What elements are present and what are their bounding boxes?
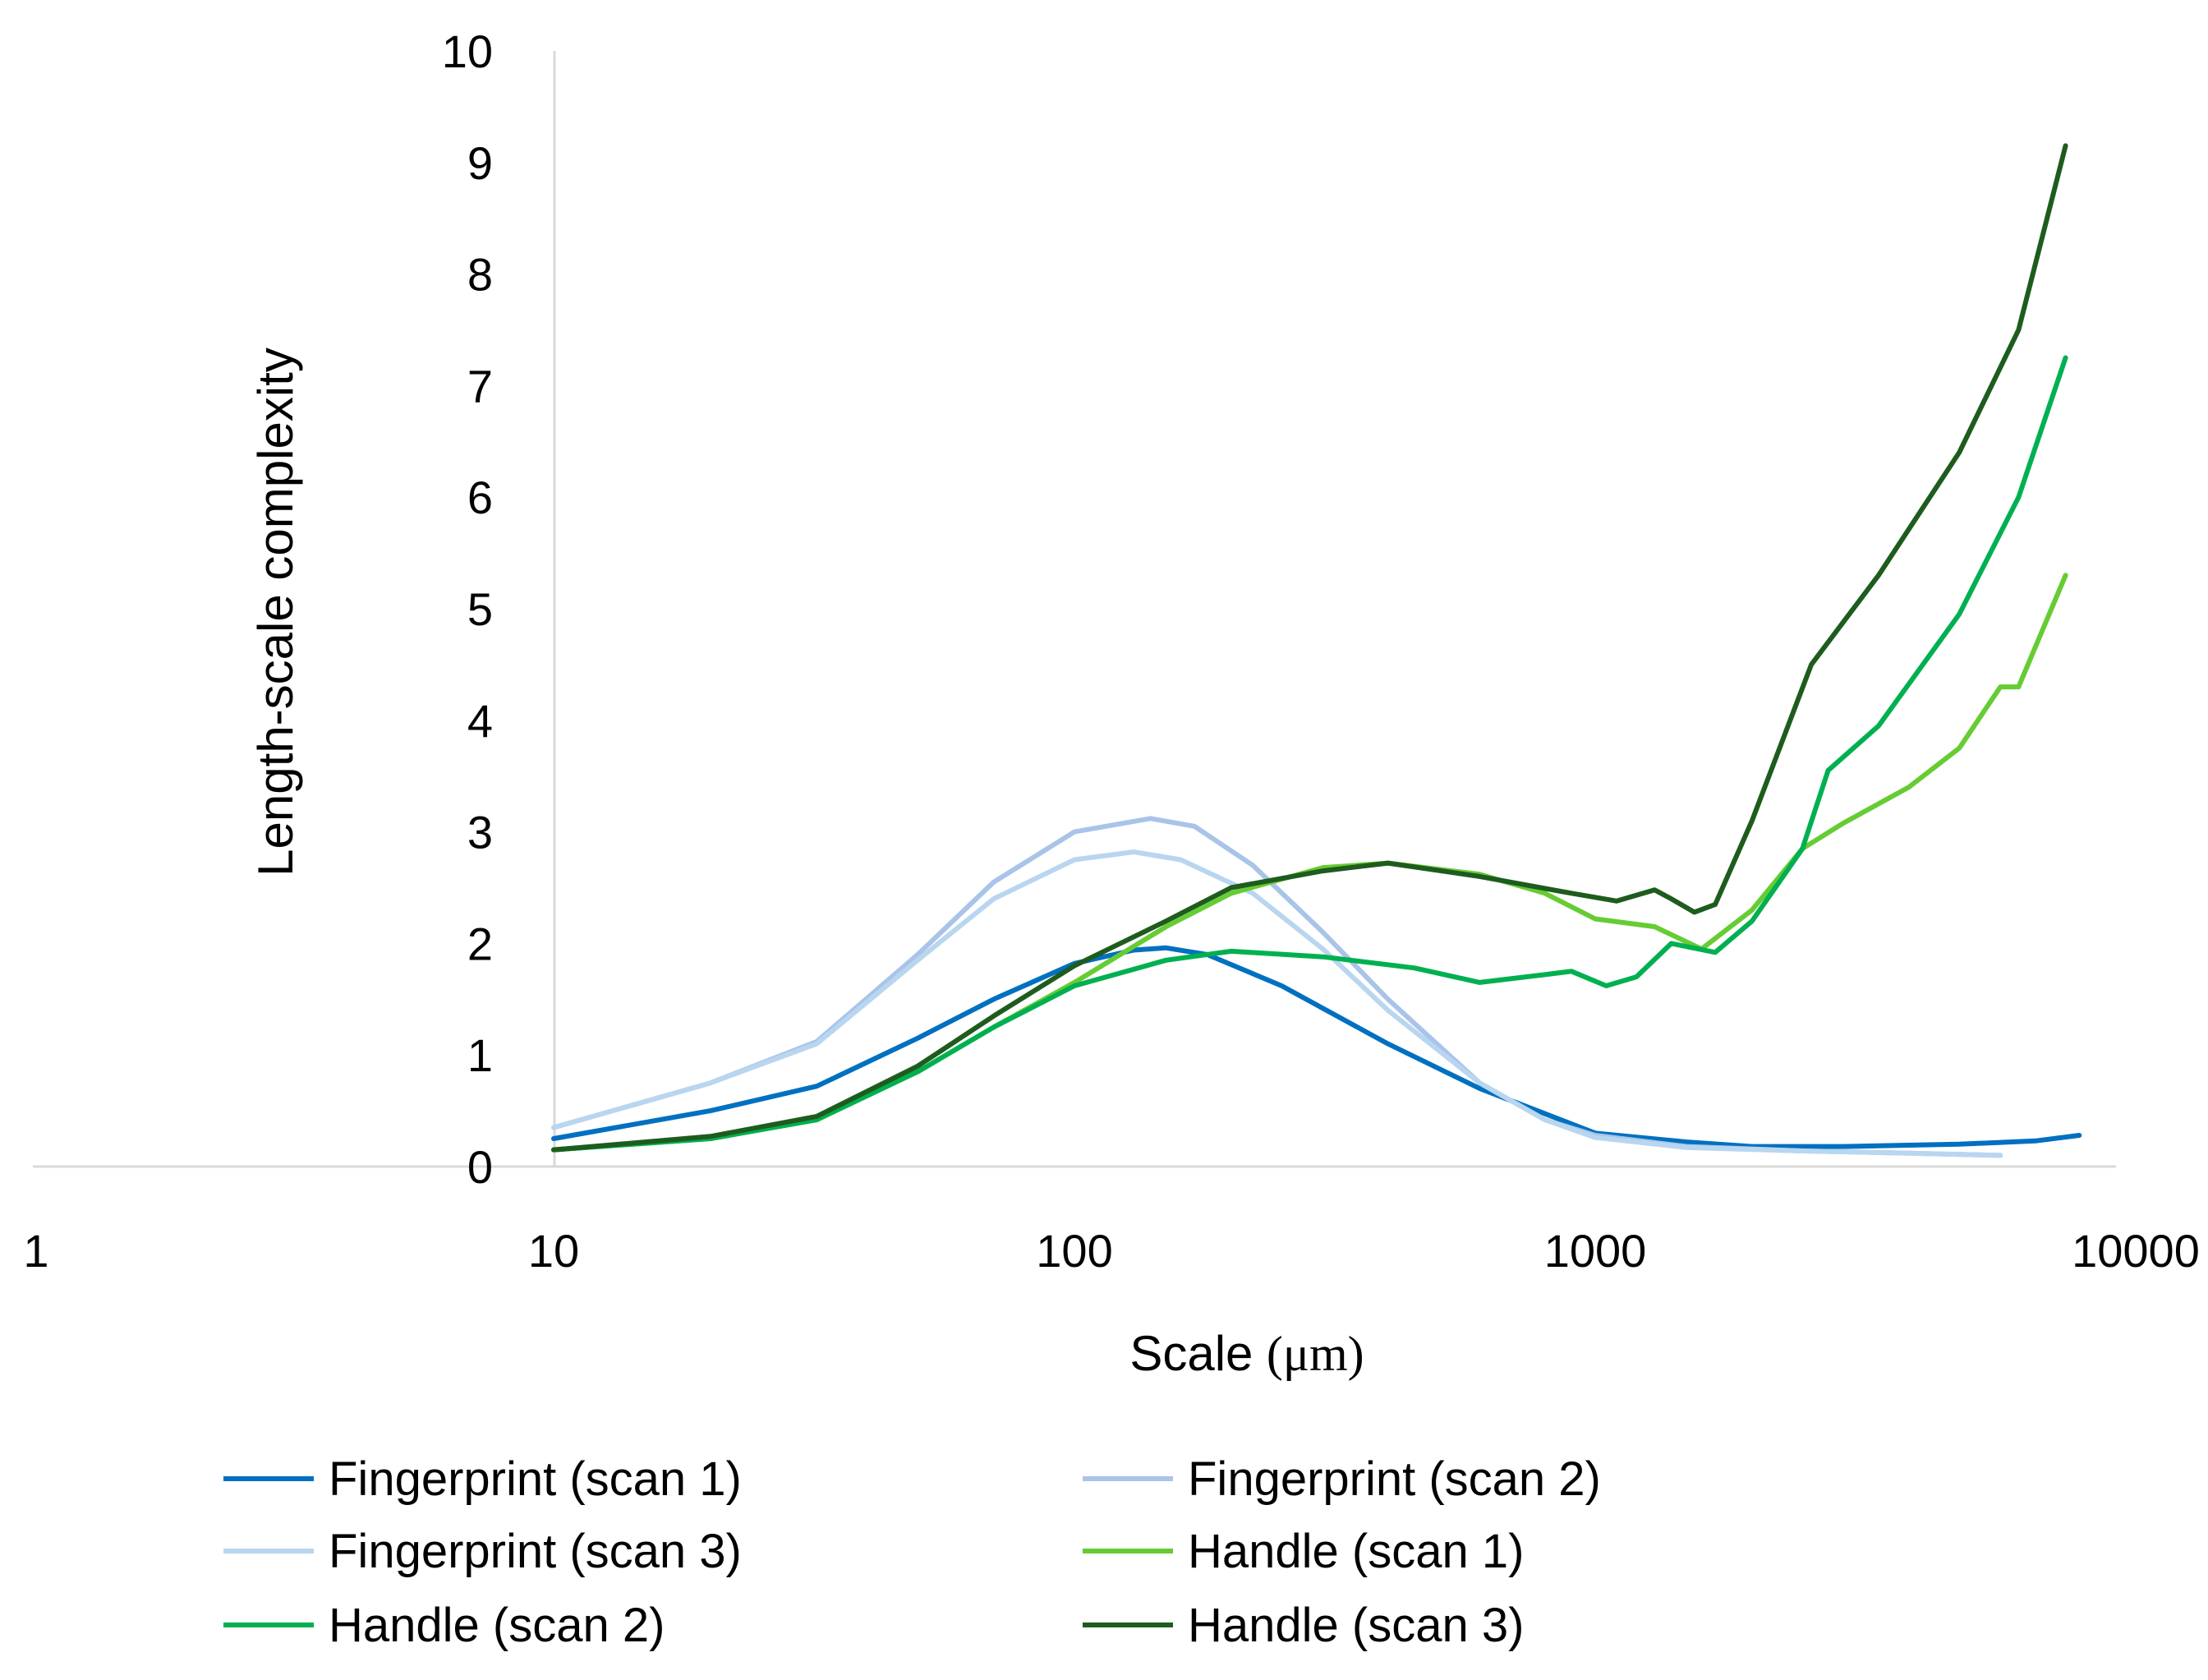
y-tick-label: 2 [467,918,493,969]
y-tick-label: 5 [467,583,493,635]
legend-label: Fingerprint (scan 3) [329,1525,742,1578]
x-axis-title-unit: (μm) [1267,1327,1364,1381]
x-axis-title: Scale (μm) [1129,1326,1364,1381]
y-tick-label: 7 [467,360,493,412]
legend-item-fingerprint-scan-1: Fingerprint (scan 1) [223,1452,742,1506]
legend-item-fingerprint-scan-3: Fingerprint (scan 3) [223,1525,742,1578]
y-tick-label: 3 [467,807,493,858]
y-tick-label: 6 [467,472,493,523]
y-tick-label: 9 [467,137,493,189]
x-axis-title-text: Scale [1129,1326,1253,1381]
series-lines [551,143,2082,1158]
legend-item-fingerprint-scan-2: Fingerprint (scan 2) [1083,1452,1601,1506]
y-axis-title: Length-scale complexity [248,348,303,877]
y-tick-label: 8 [467,249,493,301]
y-tick-label: 10 [442,25,493,77]
series-line-fingerprint-scan-1 [551,945,2082,1149]
x-tick-label: 10 [528,1225,579,1277]
x-tick-label: 1000 [1544,1225,1647,1277]
x-tick-label: 1 [23,1225,48,1277]
series-line-handle-scan-3 [551,143,2068,1153]
legend-item-handle-scan-1: Handle (scan 1) [1083,1525,1524,1578]
y-tick-label: 4 [467,695,493,747]
legend: Fingerprint (scan 1) Fingerprint (scan 2)… [223,1452,1601,1652]
legend-label: Fingerprint (scan 1) [329,1452,742,1506]
series-line-fingerprint-scan-3 [551,849,2003,1158]
y-tick-label: 1 [467,1029,493,1081]
legend-label: Fingerprint (scan 2) [1188,1452,1601,1506]
x-tick-label: 10000 [2072,1225,2200,1277]
axes [33,51,2116,1168]
legend-item-handle-scan-2: Handle (scan 2) [223,1599,665,1652]
legend-item-handle-scan-3: Handle (scan 3) [1083,1599,1524,1652]
series-line-handle-scan-2 [551,355,2068,1153]
y-tick-labels: 0 1 2 3 4 5 6 7 8 9 10 [442,25,493,1193]
x-tick-label: 100 [1036,1225,1112,1277]
x-tick-labels: 1 10 100 1000 10000 [23,1225,2199,1277]
y-tick-label: 0 [467,1141,493,1193]
legend-label: Handle (scan 2) [329,1599,665,1652]
legend-label: Handle (scan 3) [1188,1599,1524,1652]
legend-label: Handle (scan 1) [1188,1525,1524,1578]
series-line-handle-scan-1 [551,573,2068,1153]
